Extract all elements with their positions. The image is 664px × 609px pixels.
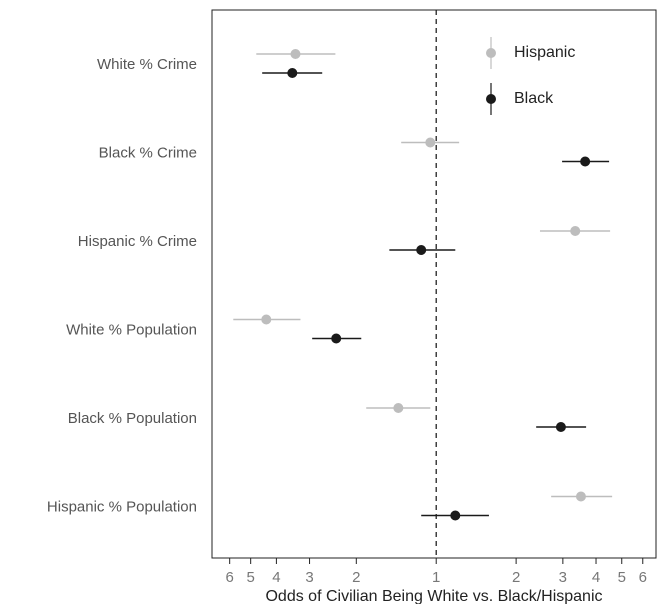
plot-frame: [211, 9, 657, 559]
x-tick-label: 2: [352, 569, 360, 586]
category-label: Black % Population: [68, 410, 197, 427]
x-tick-label: 4: [272, 569, 280, 586]
legend-marker: [486, 94, 496, 104]
x-tick-label: 3: [559, 569, 567, 586]
category-label: Hispanic % Crime: [78, 233, 197, 250]
category-label: White % Crime: [97, 56, 197, 73]
x-tick-label: 6: [639, 569, 647, 586]
x-tick-label: 5: [618, 569, 626, 586]
point: [425, 137, 436, 148]
legend-marker: [486, 48, 496, 58]
point: [393, 403, 404, 413]
category-label: Hispanic % Population: [47, 498, 197, 515]
legend-label: Black: [514, 90, 554, 107]
point: [416, 245, 427, 255]
x-tick-label: 6: [226, 569, 234, 586]
x-tick-label: 3: [305, 569, 313, 586]
point: [287, 68, 298, 78]
category-label: White % Population: [66, 321, 197, 338]
x-tick-label: 1: [432, 569, 440, 586]
x-tick-label: 4: [592, 569, 600, 586]
point: [575, 491, 586, 502]
point: [555, 422, 566, 432]
x-axis-label: Odds of Civilian Being White vs. Black/H…: [265, 588, 602, 604]
legend-label: Hispanic: [514, 44, 575, 61]
point: [450, 510, 461, 521]
point: [290, 49, 301, 59]
point: [580, 156, 591, 167]
point: [331, 333, 342, 344]
point: [261, 314, 272, 325]
category-label: Black % Crime: [99, 144, 197, 161]
x-tick-label: 5: [247, 569, 255, 586]
point: [570, 226, 581, 236]
x-tick-label: 2: [512, 569, 520, 586]
